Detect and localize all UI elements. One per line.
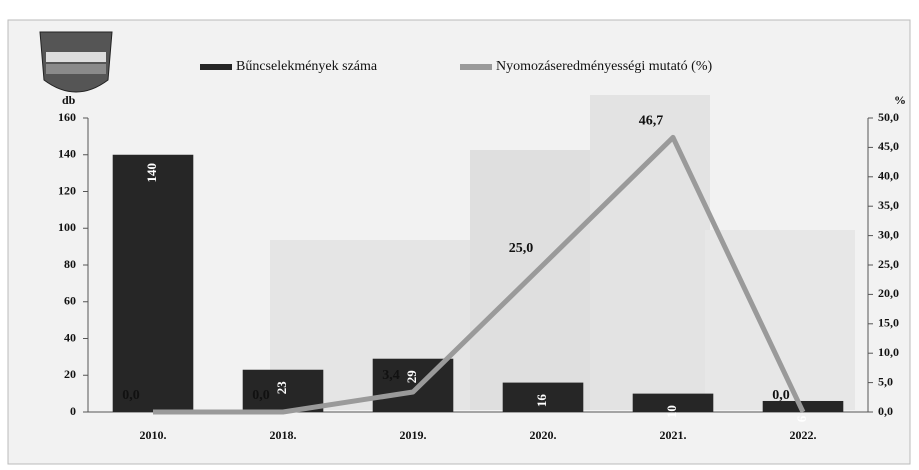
line-value-label: 3,4 xyxy=(382,368,400,383)
y2-tick-label: 40,0 xyxy=(878,169,899,183)
y2-tick-label: 15,0 xyxy=(878,316,899,330)
bar-value-label: 23 xyxy=(274,381,289,395)
x-tick-label: 2010. xyxy=(140,428,167,442)
x-tick-label: 2018. xyxy=(270,428,297,442)
y-tick-label: 80 xyxy=(64,257,76,271)
y-tick-label: 0 xyxy=(70,404,76,418)
y2-tick-label: 30,0 xyxy=(878,227,899,241)
y2-tick-label: 50,0 xyxy=(878,110,899,124)
y2-tick-label: 0,0 xyxy=(878,404,893,418)
y2-axis-label: % xyxy=(894,93,906,107)
line-value-label: 46,7 xyxy=(639,114,664,129)
y2-tick-label: 35,0 xyxy=(878,198,899,212)
legend-swatch xyxy=(460,64,492,70)
x-tick-label: 2020. xyxy=(530,428,557,442)
y-tick-label: 20 xyxy=(64,367,76,381)
y-tick-label: 40 xyxy=(64,330,76,344)
bar-value-label: 10 xyxy=(664,405,679,418)
y2-tick-label: 45,0 xyxy=(878,139,899,153)
y-tick-label: 140 xyxy=(58,147,76,161)
y2-tick-label: 10,0 xyxy=(878,345,899,359)
legend-swatch xyxy=(200,64,232,70)
bar-value-label: 140 xyxy=(144,163,159,183)
y-tick-label: 100 xyxy=(58,220,76,234)
bar-value-label: 16 xyxy=(534,394,549,408)
y-tick-label: 160 xyxy=(58,110,76,124)
bar-value-label: 29 xyxy=(404,370,419,384)
y-tick-label: 120 xyxy=(58,183,76,197)
chart: db % 0 20 40 60 80 100 120 140 160 0,0 5,0 10,0 15,0… xyxy=(0,0,919,470)
x-tick-label: 2022. xyxy=(790,428,817,442)
y2-tick-label: 25,0 xyxy=(878,257,899,271)
x-tick-label: 2019. xyxy=(400,428,427,442)
legend-label: Nyomozáseredményességi mutató (%) xyxy=(496,59,712,74)
police-logo xyxy=(40,32,112,92)
x-tick-label: 2021. xyxy=(660,428,687,442)
legend-label: Bűncselekmények száma xyxy=(236,59,378,74)
line-value-label: 0,0 xyxy=(252,388,270,403)
bar-value-label: 6 xyxy=(794,415,809,422)
line-value-label: 25,0 xyxy=(509,241,534,256)
y2-tick-label: 5,0 xyxy=(878,374,893,388)
line-value-label: 0,0 xyxy=(122,388,140,403)
y-tick-label: 60 xyxy=(64,294,76,308)
bar xyxy=(113,155,194,412)
y-axis-label: db xyxy=(62,93,76,107)
line-value-label: 0,0 xyxy=(772,388,790,403)
y2-tick-label: 20,0 xyxy=(878,286,899,300)
